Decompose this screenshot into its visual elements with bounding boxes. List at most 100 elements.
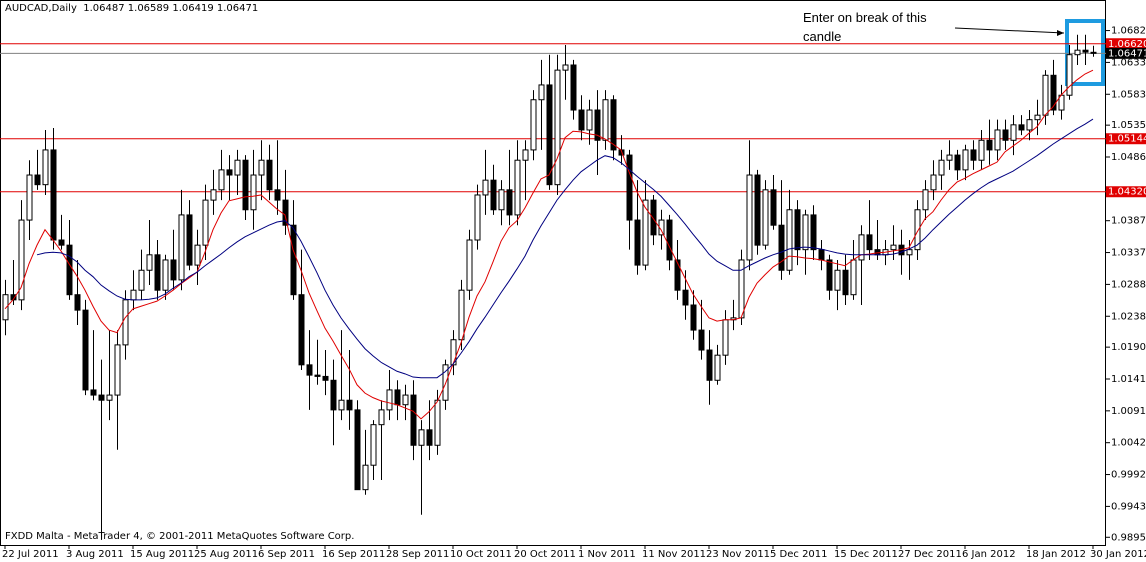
level-label: 1.06471 bbox=[1108, 48, 1146, 59]
candle-body bbox=[210, 189, 217, 201]
x-tick-label: 18 Jan 2012 bbox=[1026, 549, 1086, 560]
candle-body bbox=[274, 189, 281, 201]
y-tick-label: 1.03375 bbox=[1111, 248, 1146, 259]
candle-body bbox=[946, 154, 953, 161]
y-tick-label: 1.06330 bbox=[1111, 57, 1146, 68]
candle-body bbox=[298, 294, 305, 366]
x-tick-label: 15 Aug 2011 bbox=[130, 549, 194, 560]
x-tick-label: 10 Oct 2011 bbox=[450, 549, 512, 560]
candle-body bbox=[930, 174, 937, 191]
candle-body bbox=[842, 269, 849, 296]
level-label-box bbox=[1106, 47, 1146, 59]
candle-body bbox=[498, 189, 505, 211]
candle-body bbox=[682, 289, 689, 306]
candle-body bbox=[162, 259, 169, 291]
ohlc-open: 1.06487 bbox=[83, 3, 125, 14]
candle-body bbox=[642, 199, 649, 266]
level-label: 1.05144 bbox=[1108, 134, 1146, 145]
candle-body bbox=[650, 199, 657, 236]
candle-body bbox=[90, 389, 97, 396]
candle-body bbox=[666, 219, 673, 261]
candle-body bbox=[986, 139, 993, 151]
candle-body bbox=[754, 174, 761, 246]
candle-body bbox=[58, 239, 65, 246]
candle-body bbox=[1074, 49, 1081, 56]
candle-body bbox=[978, 139, 985, 161]
candle-body bbox=[290, 224, 297, 296]
y-tick-label: 1.06825 bbox=[1111, 26, 1146, 37]
candle-body bbox=[346, 399, 353, 411]
candle-body bbox=[530, 99, 537, 151]
candle-body bbox=[802, 214, 809, 251]
y-tick-label: 0.99925 bbox=[1111, 470, 1146, 481]
level-label-box bbox=[1106, 38, 1146, 50]
candle-body bbox=[762, 189, 769, 246]
candle-body bbox=[1002, 129, 1009, 141]
level-label-box bbox=[1106, 186, 1146, 198]
candle-body bbox=[610, 99, 617, 151]
candle-body bbox=[378, 409, 385, 426]
candle-body bbox=[258, 159, 265, 176]
candle-body bbox=[850, 259, 857, 296]
candle-body bbox=[434, 399, 441, 446]
highlight-box bbox=[1065, 19, 1105, 86]
candle-body bbox=[778, 224, 785, 271]
ohlc-high: 1.06589 bbox=[127, 3, 170, 14]
candle-body bbox=[698, 329, 705, 351]
y-tick-label: 1.02385 bbox=[1111, 311, 1146, 322]
chart-header: AUDCAD,Daily 1.06487 1.06589 1.06419 1.0… bbox=[5, 3, 258, 14]
y-tick-label: 1.01410 bbox=[1111, 374, 1146, 385]
candle-body bbox=[490, 179, 497, 211]
candle-body bbox=[522, 149, 529, 161]
candle-body bbox=[1082, 49, 1089, 53]
candle-body bbox=[674, 259, 681, 291]
annotation-arrow bbox=[954, 27, 1065, 34]
candle-body bbox=[114, 344, 121, 396]
candle-body bbox=[954, 154, 961, 171]
x-tick-label: 5 Dec 2011 bbox=[770, 549, 828, 560]
candle-body bbox=[962, 149, 969, 171]
x-tick-label: 11 Nov 2011 bbox=[642, 549, 706, 560]
candle-body bbox=[138, 269, 145, 291]
plot-frame bbox=[0, 0, 1106, 546]
x-tick-label: 30 Jan 2012 bbox=[1090, 549, 1146, 560]
x-tick-label: 25 Aug 2011 bbox=[194, 549, 258, 560]
x-tick-label: 16 Sep 2011 bbox=[322, 549, 385, 560]
candle-body bbox=[266, 159, 273, 191]
candle-body bbox=[186, 214, 193, 266]
x-tick-label: 15 Dec 2011 bbox=[834, 549, 898, 560]
candle-body bbox=[74, 294, 81, 311]
candle-body bbox=[826, 259, 833, 291]
candle-body bbox=[746, 174, 753, 261]
candle-body bbox=[450, 339, 457, 366]
candle-body bbox=[306, 364, 313, 376]
x-tick-label: 27 Dec 2011 bbox=[898, 549, 962, 560]
candle-body bbox=[1034, 114, 1041, 121]
candle-body bbox=[122, 299, 129, 346]
x-tick-label: 1 Nov 2011 bbox=[578, 549, 636, 560]
x-tick-label: 3 Aug 2011 bbox=[66, 549, 124, 560]
candle-body bbox=[18, 219, 25, 301]
candle-body bbox=[130, 289, 137, 301]
x-tick-label: 6 Sep 2011 bbox=[258, 549, 315, 560]
candle-body bbox=[242, 159, 249, 211]
candle-body bbox=[106, 394, 113, 401]
candle-body bbox=[474, 194, 481, 241]
candle-body bbox=[394, 389, 401, 406]
candle-body bbox=[34, 174, 41, 186]
candle-body bbox=[42, 149, 49, 186]
candle-body bbox=[1066, 54, 1073, 96]
candle-body bbox=[170, 259, 177, 281]
candle-body bbox=[562, 64, 569, 71]
candle-body bbox=[466, 239, 473, 291]
candle-body bbox=[578, 109, 585, 131]
candle-body bbox=[994, 129, 1001, 151]
candle-body bbox=[890, 244, 897, 251]
candle-body bbox=[690, 304, 697, 331]
candle-body bbox=[362, 464, 369, 491]
candle-body bbox=[586, 109, 593, 131]
candle-body bbox=[906, 249, 913, 256]
